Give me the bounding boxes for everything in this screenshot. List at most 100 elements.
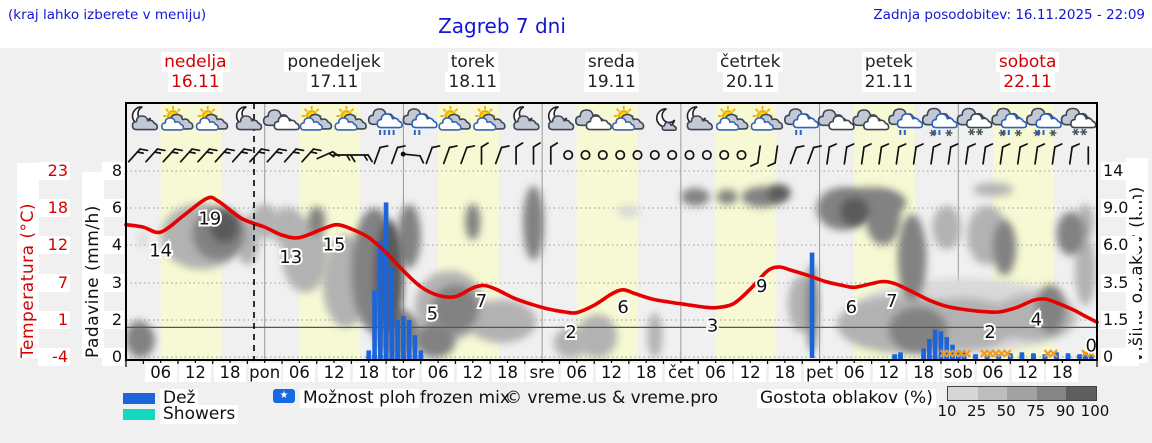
wind-barb-ne [179,148,201,163]
temp-value-label: 14 [149,241,172,262]
weather-icon-snow [956,107,993,136]
cloud-tick: 14 [1101,162,1139,180]
wind-barb-ne [301,148,322,163]
weather-icon-moon-cloud [513,106,540,131]
cloud-blob [397,204,421,268]
weather-icon-sun-cloud [334,106,367,131]
weather-icon-cloud [817,109,855,131]
temp-value-label: 6 [617,297,628,318]
weather-icon-sleet [1025,107,1062,137]
wind-barb-nne [494,145,510,165]
shower-prob-mark [418,355,424,359]
wind-barb-n1 [826,143,838,165]
precip-axis-label: Padavine (mm/h) [82,172,104,358]
x-label-hour: 12 [872,363,905,382]
cloud-blob [523,185,544,261]
wind-barb-n1 [930,143,942,165]
temp-tick: 7 [38,274,70,292]
cloud-blob [897,214,927,302]
x-label-hour: 06 [560,363,593,382]
weather-icon-sun-cloud [195,106,229,131]
weather-icon-sleet [991,107,1028,137]
last-update: Zadnja posodobitev: 16.11.2025 - 22:09 [873,7,1145,23]
density-tick: 25 [967,402,987,420]
density-tick: 100 [1080,402,1110,420]
x-label-hour: 12 [595,363,628,382]
weather-icon-cloud [575,109,613,131]
temp-value-label: 2 [984,322,995,343]
precip-bar [418,350,424,358]
wind-barb-nne [373,145,389,165]
cloud-blob [839,197,869,226]
temp-axis-label: Temperatura (°C) [17,163,39,358]
x-label-hour: 18 [214,363,246,382]
wind-barb-ne [127,148,149,163]
precip-bar [389,267,395,358]
weather-icon-sun-cloud [438,106,471,131]
x-label-hour: 18 [630,363,663,382]
wind-barb-nne [460,145,476,165]
weather-icon-sun-cloud [715,106,749,131]
temp-value-label: 7 [886,291,897,312]
cloud-tick: 3.5 [1101,274,1139,292]
wind-barb-n1 [1068,143,1080,165]
temp-tick: 12 [38,236,70,254]
shower-prob-mark [1082,355,1088,359]
x-label-hour: 12 [456,363,489,382]
temp-value-label: 2 [565,322,576,343]
precip-bar [383,202,389,358]
copyright-link[interactable]: © vreme.us & vreme.pro [505,388,719,408]
wind-barb-n1 [1051,143,1063,165]
x-label-hour: 06 [699,363,732,382]
plot-area: 14 19 13 15 5 7 2 6 3 9 6 7 2 4 0 [124,102,1099,367]
density-tick: 75 [1026,402,1046,420]
plot-border [125,102,1098,361]
cloud-blob [138,230,148,249]
precip-tick: 6 [102,199,124,217]
precip-bar [406,320,412,358]
shower-prob-mark [1065,355,1071,359]
wind-barb-n1 [1034,143,1046,165]
density-swatch [977,387,1008,400]
temp-value-label: 5 [427,303,438,324]
wind-barb-calm [632,149,643,161]
wind-barb-calm [563,149,574,161]
daytime-band [715,103,777,360]
cloud-blob [992,220,1017,276]
x-label-day: tor [387,363,420,382]
precip-tick: 2 [102,311,124,329]
frozen-mix-mark [1003,349,1012,358]
wind-barb-nne [806,145,822,165]
temperature-line [124,195,1099,324]
temp-tick: 1 [38,311,70,329]
day-label-nedelja: nedelja 16.11 [126,52,265,92]
temp-value-label: 4 [1031,310,1042,331]
wind-barb-e [350,154,373,163]
frozen-mix-mark [1049,349,1058,358]
wind-barb-n [532,142,541,165]
cloud-blob [467,299,537,343]
precip-bar [372,290,377,358]
frozen-mix-mark [962,349,972,358]
precip-bar [921,348,926,358]
x-label-day: sob [942,363,975,382]
density-swatch [1066,387,1096,400]
shower-prob-icon: ★ [273,389,295,403]
wind-barb-nne [390,145,406,165]
weather-icon-sun-cloud [473,106,506,131]
rain-swatch [123,393,155,404]
daytime-band [576,103,638,360]
wind-barb-ne [231,148,253,163]
x-label-hour: 18 [907,363,940,382]
shower-prob-mark [1030,355,1036,359]
page-title: Zagreb 7 dni [438,14,566,38]
temp-value-label: 19 [198,209,221,230]
legend-showers: Showers [160,405,239,424]
wind-barb-sflag [767,145,779,167]
density-tick: 90 [1055,402,1075,420]
shower-prob-mark [1019,355,1025,359]
shower-prob-mark [921,355,927,359]
x-label-hour: 12 [318,363,351,382]
wind-barb-n1 [843,143,855,165]
temp-tick: 18 [38,199,70,217]
